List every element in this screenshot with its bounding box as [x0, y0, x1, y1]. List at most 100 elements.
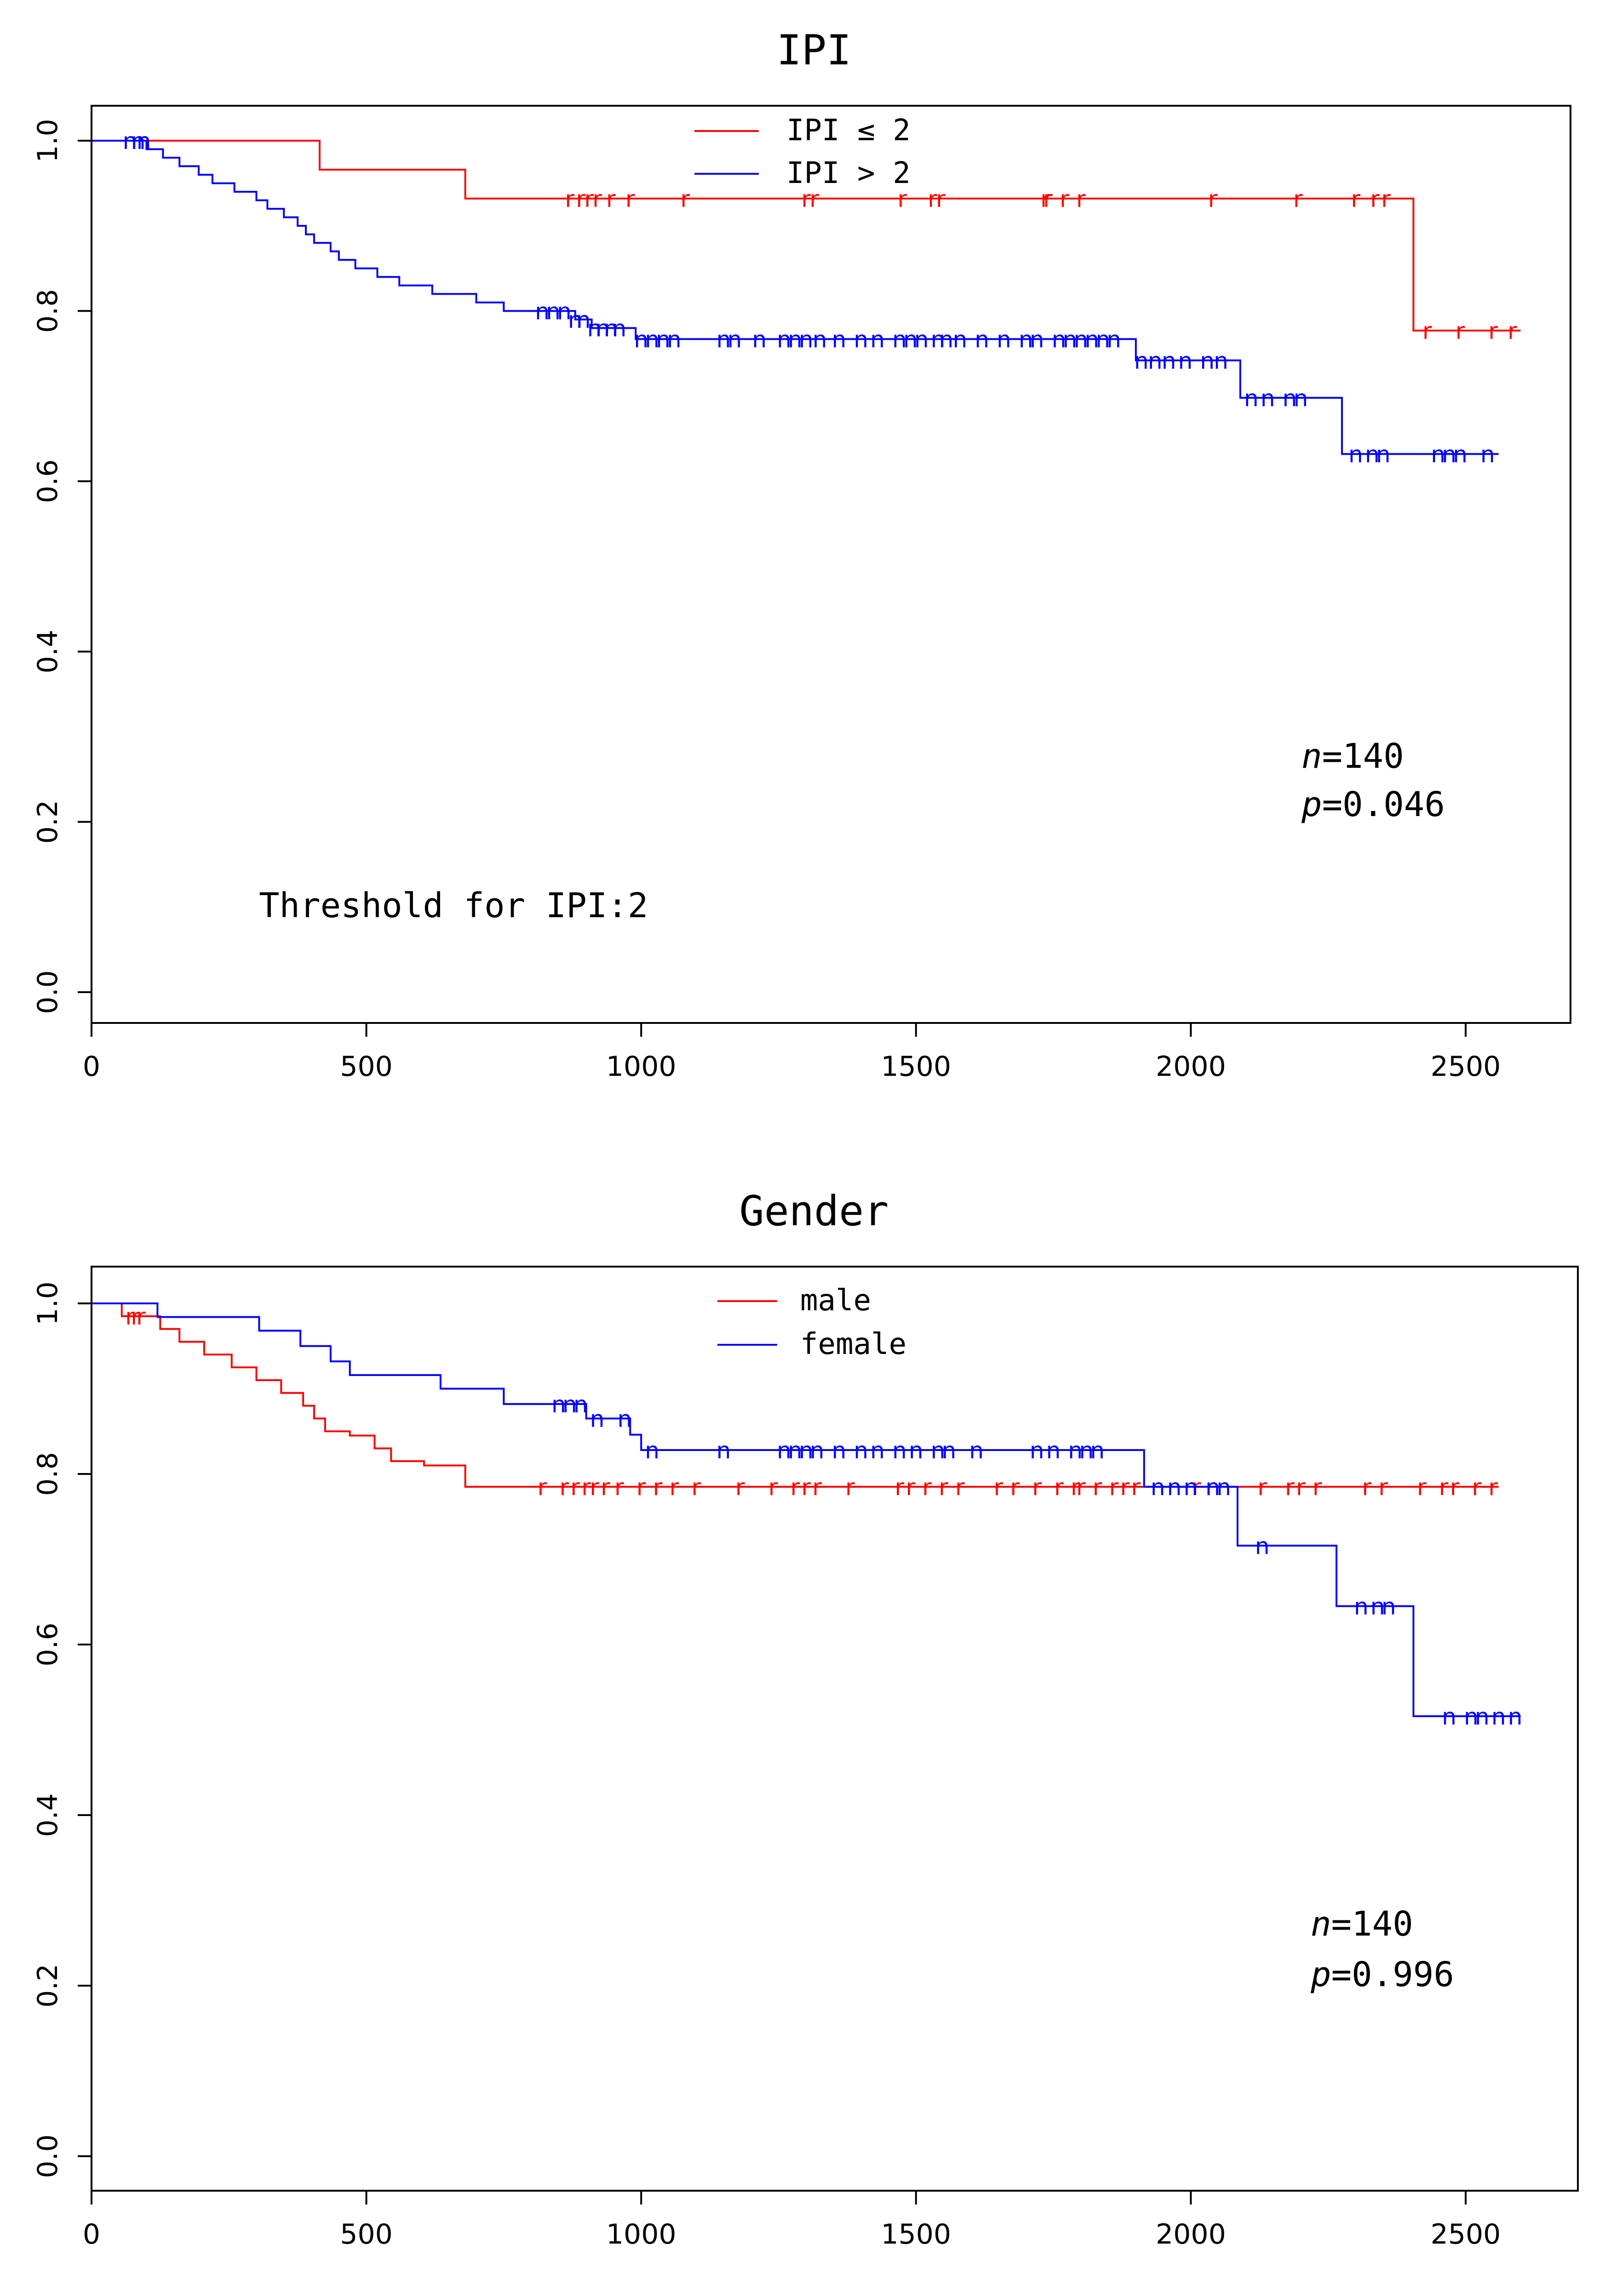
chart-panel-ipi: IPI r rrr r r r rr r rr rr r r r r r r rr r r rnnnnnnnnnnn… [32, 26, 1571, 1083]
censor-mark: r [576, 186, 585, 212]
censor-mark: n [870, 326, 885, 353]
censor-mark: n [1464, 1703, 1479, 1730]
censor-mark: n [1365, 441, 1380, 468]
censor-mark: n [854, 326, 868, 353]
annotation-p: p=0.996 [1310, 1955, 1454, 1994]
censor-mark: n [1354, 1593, 1369, 1620]
censor-mark: n [870, 1437, 885, 1464]
censor-mark: r [1422, 318, 1432, 344]
censor-mark: n [562, 1391, 577, 1418]
censor-mark: n [546, 298, 561, 325]
censor-mark: r [809, 186, 819, 212]
censor-mark: r [1032, 1474, 1042, 1501]
series-line-blue [92, 140, 1499, 455]
censor-mark: r [1043, 186, 1053, 212]
censor-mark: r [1285, 1474, 1295, 1501]
censor-mark: r [1362, 1474, 1372, 1501]
legend: IPI ≤ 2 IPI > 2 [694, 114, 911, 190]
censor-mark: n [788, 326, 802, 353]
x-tick-label: 500 [340, 1051, 393, 1083]
censor-mark: r [136, 1303, 146, 1330]
x-tick-label: 2000 [1156, 1051, 1226, 1083]
censor-mark: n [728, 326, 742, 353]
censor-mark: r [1351, 186, 1361, 212]
censor-mark: r [898, 186, 907, 212]
censor-mark: r [565, 186, 575, 212]
censor-mark: n [612, 315, 627, 342]
x-tick-label: 500 [340, 2218, 393, 2250]
censor-mark: n [1084, 326, 1099, 353]
censor-mark: n [969, 1437, 984, 1464]
censor-mark: r [1293, 186, 1303, 212]
censor-mark: n [1244, 385, 1259, 411]
y-tick-label: 0.0 [32, 970, 64, 1014]
censor-mark: n [535, 298, 550, 325]
censor-mark: r [1508, 318, 1517, 344]
censor-mark: n [1068, 1437, 1083, 1464]
censor-mark: n [596, 315, 610, 342]
legend: male female [717, 1284, 906, 1361]
y-tick-label: 0.2 [32, 800, 64, 844]
censor-mark: r [1010, 1474, 1020, 1501]
censor-mark: r [131, 1303, 140, 1330]
censor-mark: n [1178, 348, 1193, 374]
censor-mark: r [1208, 186, 1218, 212]
censor-mark: r [1488, 318, 1498, 344]
censor-mark: r [653, 1474, 663, 1501]
censor-mark: n [892, 326, 907, 353]
censor-mark: r [768, 1474, 778, 1501]
censor-mark: r [1131, 1474, 1141, 1501]
censor-mark: r [994, 1474, 1003, 1501]
censor-mark: n [903, 326, 918, 353]
y-tick-label: 1.0 [32, 1281, 64, 1325]
censor-mark: r [1296, 1474, 1306, 1501]
censor-mark: n [634, 326, 648, 353]
censor-mark: r [801, 186, 811, 212]
censor-mark: n [942, 1437, 957, 1464]
censor-mark: n [1074, 326, 1089, 353]
censor-mark: r [1472, 1474, 1482, 1501]
x-tick-label: 1000 [606, 2218, 676, 2250]
censor-mark: n [137, 128, 151, 154]
x-tick-label: 2500 [1431, 2218, 1501, 2250]
censor-mark: n [1431, 441, 1445, 468]
censor-mark: r [581, 1474, 591, 1501]
censor-mark: n [131, 128, 146, 154]
censor-mark: n [590, 1405, 605, 1432]
censor-mark: r [955, 1474, 965, 1501]
censor-mark: n [953, 326, 968, 353]
censor-mark: n [1106, 326, 1121, 353]
y-tick-label: 1.0 [32, 119, 64, 162]
censor-mark: n [1205, 1474, 1220, 1501]
censor-mark: n [645, 1437, 659, 1464]
censor-mark: n [1442, 441, 1456, 468]
series-line-red [92, 140, 1521, 331]
censor-mark: r [691, 1474, 701, 1501]
x-tick-label: 0 [83, 1051, 100, 1083]
censor-mark: n [832, 326, 847, 353]
censor-mark: n [645, 326, 659, 353]
annotation-p-symbol: p [1310, 1955, 1331, 1994]
censor-mark: n [1255, 1533, 1270, 1559]
censor-mark: r [601, 1474, 610, 1501]
legend-label-ipi-high: IPI > 2 [786, 156, 911, 190]
censor-mark: r [845, 1474, 855, 1501]
censor-mark: r [906, 1474, 916, 1501]
censor-mark: r [1381, 186, 1391, 212]
censor-mark: n [931, 1437, 946, 1464]
censor-mark: n [1095, 326, 1110, 353]
censor-mark: r [625, 186, 635, 212]
censor-mark: r [936, 186, 946, 212]
y-tick-label: 0.8 [32, 1452, 64, 1496]
censor-mark: n [1030, 1437, 1044, 1464]
censor-mark: n [854, 1437, 868, 1464]
censor-mark: n [123, 128, 138, 154]
annotation-n: n=140 [1311, 1904, 1413, 1944]
y-tick-label: 0.2 [32, 1964, 64, 2007]
censor-mark: n [1162, 348, 1176, 374]
x-tick-label: 0 [83, 2218, 100, 2250]
censor-mark: r [1040, 186, 1050, 212]
